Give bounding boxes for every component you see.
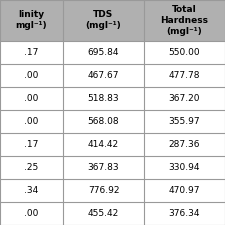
Bar (144, 87, 225, 110)
Text: 470.97: 470.97 (169, 186, 200, 195)
Bar (144, 179, 225, 202)
Bar (144, 156, 225, 179)
Text: .00: .00 (24, 209, 39, 218)
Text: 467.67: 467.67 (88, 71, 119, 80)
Bar (144, 0, 225, 40)
Text: .00: .00 (24, 94, 39, 103)
Bar (0, 179, 63, 202)
Text: 550.00: 550.00 (169, 47, 200, 56)
Bar (0, 40, 63, 64)
Text: 367.20: 367.20 (169, 94, 200, 103)
Bar (144, 133, 225, 156)
Bar (63, 179, 144, 202)
Text: 376.34: 376.34 (169, 209, 200, 218)
Text: 568.08: 568.08 (88, 117, 119, 126)
Bar (0, 156, 63, 179)
Text: .17: .17 (24, 140, 39, 149)
Text: .34: .34 (24, 186, 39, 195)
Text: 455.42: 455.42 (88, 209, 119, 218)
Bar (144, 110, 225, 133)
Text: .00: .00 (24, 117, 39, 126)
Text: .17: .17 (24, 47, 39, 56)
Bar (0, 202, 63, 225)
Text: 477.78: 477.78 (169, 71, 200, 80)
Text: 518.83: 518.83 (88, 94, 119, 103)
Text: TDS
(mgl⁻¹): TDS (mgl⁻¹) (86, 10, 121, 30)
Bar (63, 87, 144, 110)
Text: 287.36: 287.36 (169, 140, 200, 149)
Bar (0, 0, 63, 40)
Bar (0, 87, 63, 110)
Bar (0, 110, 63, 133)
Bar (144, 202, 225, 225)
Text: .00: .00 (24, 71, 39, 80)
Text: 776.92: 776.92 (88, 186, 119, 195)
Bar (144, 40, 225, 64)
Bar (63, 64, 144, 87)
Bar (63, 0, 144, 40)
Text: Total
Hardness
(mgl⁻¹): Total Hardness (mgl⁻¹) (160, 5, 209, 36)
Text: .25: .25 (24, 163, 39, 172)
Bar (63, 133, 144, 156)
Text: 330.94: 330.94 (169, 163, 200, 172)
Text: 367.83: 367.83 (88, 163, 119, 172)
Bar (0, 133, 63, 156)
Bar (144, 64, 225, 87)
Text: 414.42: 414.42 (88, 140, 119, 149)
Bar (63, 156, 144, 179)
Text: linity
mgl⁻¹): linity mgl⁻¹) (16, 10, 47, 30)
Bar (63, 202, 144, 225)
Text: 695.84: 695.84 (88, 47, 119, 56)
Bar (63, 110, 144, 133)
Bar (0, 64, 63, 87)
Bar (63, 40, 144, 64)
Text: 355.97: 355.97 (169, 117, 200, 126)
